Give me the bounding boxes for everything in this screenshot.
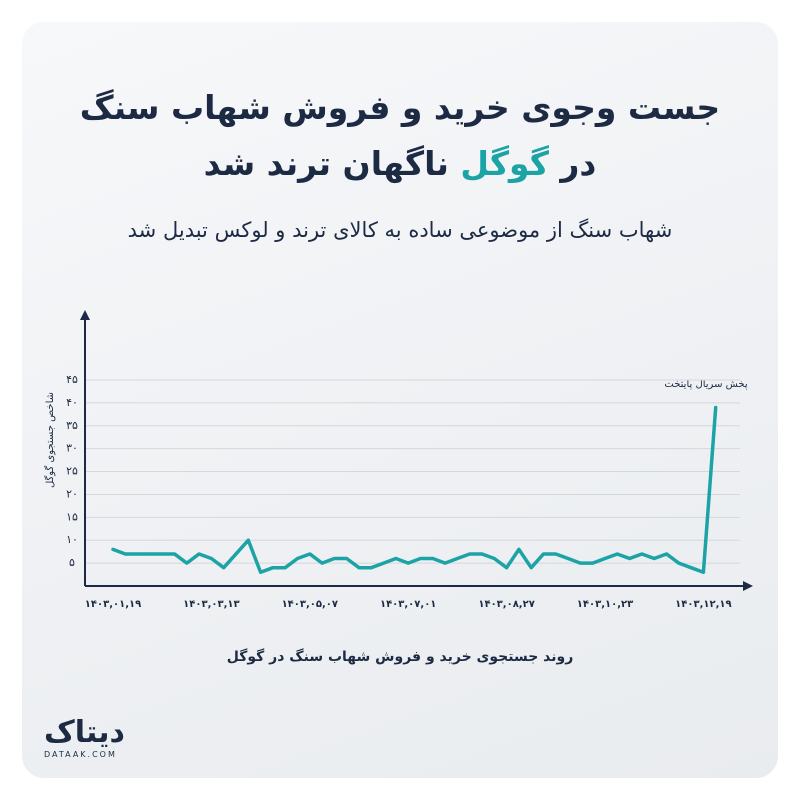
y-tick-label: ۱۰ xyxy=(66,533,78,546)
title-line: در گوگل ناگهان ترند شد xyxy=(0,144,800,183)
card xyxy=(22,22,778,778)
x-tick-label: ۱۴۰۳,۰۷,۰۱ xyxy=(380,599,436,610)
brand-site: DATAAK.COM xyxy=(44,750,117,759)
y-tick-label: ۴۵ xyxy=(66,373,78,386)
y-arrow xyxy=(80,310,90,320)
annotation: پخش سریال پایتخت xyxy=(664,379,747,390)
y-tick-label: ۵ xyxy=(69,556,75,569)
x-tick-label: ۱۴۰۳,۰۵,۰۷ xyxy=(282,599,338,610)
y-tick-label: ۲۵ xyxy=(66,465,78,478)
y-tick-label: ۳۵ xyxy=(66,419,78,432)
x-tick-label: ۱۴۰۳,۰۳,۱۳ xyxy=(183,599,239,610)
y-axis-label: شاخص جستجوی گوگل xyxy=(44,392,56,488)
y-tick-label: ۴۰ xyxy=(66,396,78,409)
title-part: در xyxy=(560,144,597,183)
line xyxy=(111,405,718,575)
caption: روند جستجوی خرید و فروش شهاب سنگ در گوگل xyxy=(227,648,574,665)
x-tick-label: ۱۴۰۳,۱۲,۱۹ xyxy=(675,599,731,610)
x-tick-label: ۱۴۰۳,۰۸,۲۷ xyxy=(478,599,534,610)
title-line: جست وجوی خرید و فروش شهاب سنگ xyxy=(79,88,721,127)
subtitle: شهاب سنگ از موضوعی ساده به کالای ترند و … xyxy=(127,218,673,242)
title-part: ناگهان ترند شد xyxy=(203,144,449,183)
x-tick-label: ۱۴۰۳,۱۰,۲۳ xyxy=(577,599,633,610)
brand: دیتاک DATAAK.COM xyxy=(44,715,125,760)
brand-name: دیتاک xyxy=(44,715,125,750)
y-tick-label: ۱۵ xyxy=(66,510,78,523)
y-tick-label: ۳۰ xyxy=(66,442,78,455)
x-arrow xyxy=(743,581,753,591)
title-highlight: گوگل xyxy=(460,144,549,183)
y-tick-label: ۲۰ xyxy=(66,487,78,500)
x-tick-label: ۱۴۰۳,۰۱,۱۹ xyxy=(85,599,141,610)
